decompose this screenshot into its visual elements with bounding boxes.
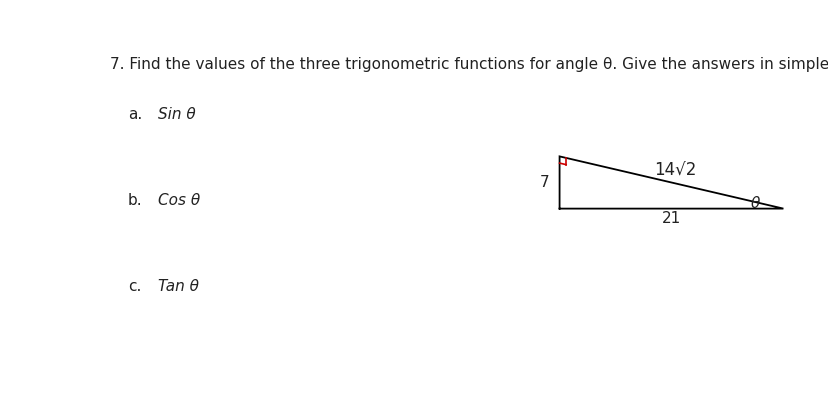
Text: 14√2: 14√2 [653,162,696,179]
Text: Sin θ: Sin θ [158,108,195,122]
Text: θ: θ [749,196,758,211]
Text: b.: b. [128,193,142,208]
Text: 7: 7 [539,175,549,190]
Text: Tan θ: Tan θ [158,279,199,293]
Text: 21: 21 [661,211,681,226]
Text: Cos θ: Cos θ [158,193,200,208]
Text: a.: a. [128,108,142,122]
Text: 7. Find the values of the three trigonometric functions for angle θ. Give the an: 7. Find the values of the three trigonom… [110,57,828,72]
Text: c.: c. [128,279,142,293]
